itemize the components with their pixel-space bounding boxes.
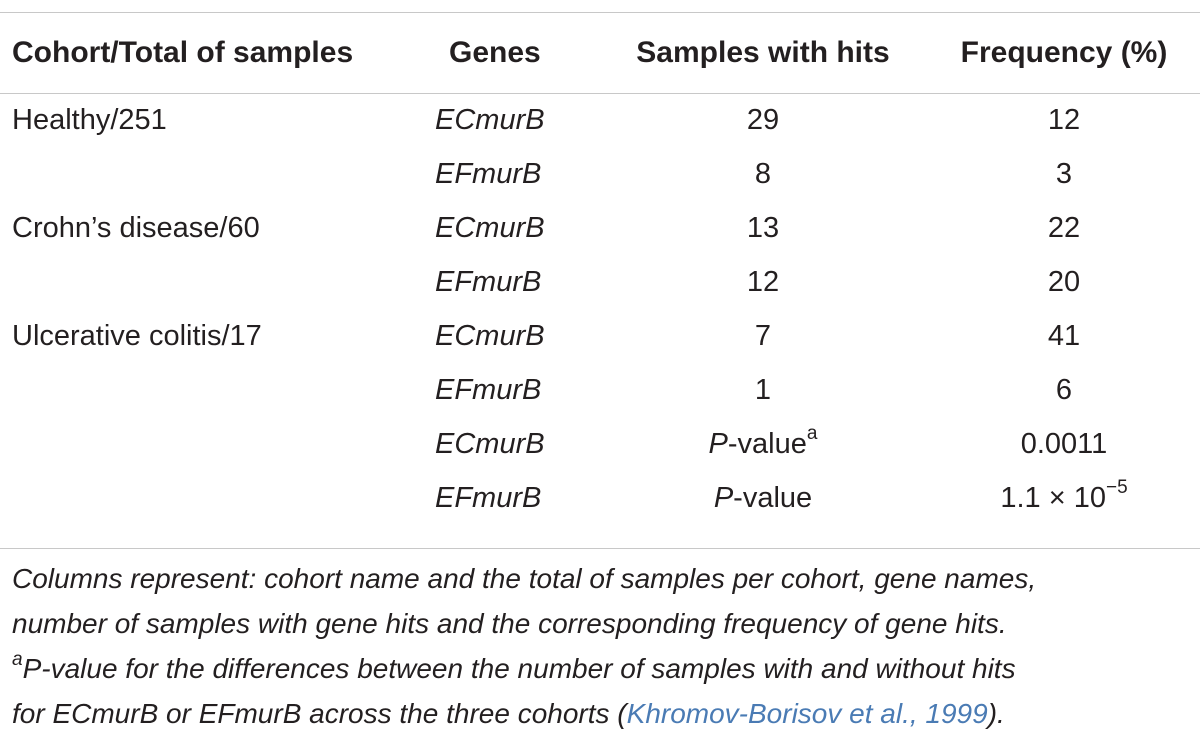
footnote-line: for ECmurB or EFmurB across the three co…: [12, 691, 1192, 736]
footnote-text: -value for the differences between the n…: [41, 653, 1016, 684]
header-samples-with-hits: Samples with hits: [636, 36, 890, 69]
table-row: EFmurB 1 6: [0, 363, 1200, 417]
pvalue-label: -value: [733, 481, 813, 514]
table-bottom-rule: [0, 548, 1200, 549]
cohort-cell: Crohn’s disease/60: [12, 211, 260, 244]
cohort-cell: Ulcerative colitis/17: [12, 319, 262, 352]
gene-cell: EFmurB: [435, 265, 542, 298]
table-header-row: Cohort/Total of samples Genes Samples wi…: [0, 13, 1200, 93]
pvalue-p-letter: P: [708, 427, 728, 460]
frequency-cell: 41: [1047, 319, 1081, 352]
hits-cell: 7: [754, 319, 772, 352]
frequency-cell: 20: [1047, 265, 1081, 298]
table-row: Crohn’s disease/60 ECmurB 13 22: [0, 201, 1200, 255]
gene-cell: ECmurB: [435, 103, 545, 136]
frequency-cell: 3: [1055, 157, 1073, 190]
pvalue-label-cell: P-value: [598, 471, 928, 525]
table-row: EFmurB 12 20: [0, 255, 1200, 309]
pvalue-cell: 0.0011: [1020, 427, 1108, 460]
pvalue-base: 1.1 × 10: [1000, 481, 1106, 514]
pvalue-label: -value: [727, 427, 807, 460]
pvalue-row: ECmurB P-valuea 0.0011: [0, 417, 1200, 471]
header-bottom-rule: [0, 93, 1200, 94]
cohort-gene-table: Cohort/Total of samples Genes Samples wi…: [0, 13, 1200, 525]
gene-cell: EFmurB: [435, 157, 542, 190]
footnote-p-letter: P: [22, 653, 42, 684]
table-footnote: Columns represent: cohort name and the t…: [12, 556, 1192, 736]
gene-cell: EFmurB: [435, 373, 542, 406]
header-frequency: Frequency (%): [960, 36, 1168, 69]
cohort-cell: [0, 147, 435, 201]
header-cohort: Cohort/Total of samples: [12, 36, 354, 69]
gene-cell: EFmurB: [435, 481, 542, 514]
footnote-text: ).: [987, 698, 1005, 729]
footnote-marker: a: [12, 648, 23, 670]
hits-cell: 8: [754, 157, 772, 190]
gene-cell: ECmurB: [435, 427, 545, 460]
header-genes: Genes: [449, 36, 541, 69]
hits-cell: 12: [746, 265, 780, 298]
gene-cell: ECmurB: [435, 319, 545, 352]
pvalue-row: EFmurB P-value 1.1 × 10−5: [0, 471, 1200, 525]
cohort-cell: [0, 255, 435, 309]
hits-cell: 29: [746, 103, 780, 136]
table-row: Healthy/251 ECmurB 29 12: [0, 93, 1200, 147]
hits-cell: 13: [746, 211, 780, 244]
cohort-cell: [0, 417, 435, 471]
pvalue-p-letter: P: [713, 481, 734, 514]
footnote-line: aP-value for the differences between the…: [12, 646, 1192, 691]
pvalue-footnote-marker: a: [806, 422, 818, 444]
pvalue-cell: 1.1 × 10−5: [928, 471, 1200, 525]
footnote-line: Columns represent: cohort name and the t…: [12, 563, 1037, 594]
table-row: EFmurB 8 3: [0, 147, 1200, 201]
pvalue-label-cell: P-valuea: [598, 417, 928, 471]
cohort-cell: Healthy/251: [12, 103, 167, 136]
footnote-line: number of samples with gene hits and the…: [12, 608, 1007, 639]
gene-cell: ECmurB: [435, 211, 545, 244]
pvalue-exponent: −5: [1105, 476, 1128, 498]
citation-link[interactable]: Khromov-Borisov et al., 1999: [626, 698, 988, 729]
footnote-text: for ECmurB or EFmurB across the three co…: [12, 698, 627, 729]
frequency-cell: 6: [1055, 373, 1073, 406]
frequency-cell: 22: [1047, 211, 1081, 244]
cohort-cell: [0, 363, 435, 417]
frequency-cell: 12: [1047, 103, 1081, 136]
table-row: Ulcerative colitis/17 ECmurB 7 41: [0, 309, 1200, 363]
cohort-cell: [0, 471, 435, 525]
hits-cell: 1: [754, 373, 772, 406]
table-top-rule: [0, 12, 1200, 13]
